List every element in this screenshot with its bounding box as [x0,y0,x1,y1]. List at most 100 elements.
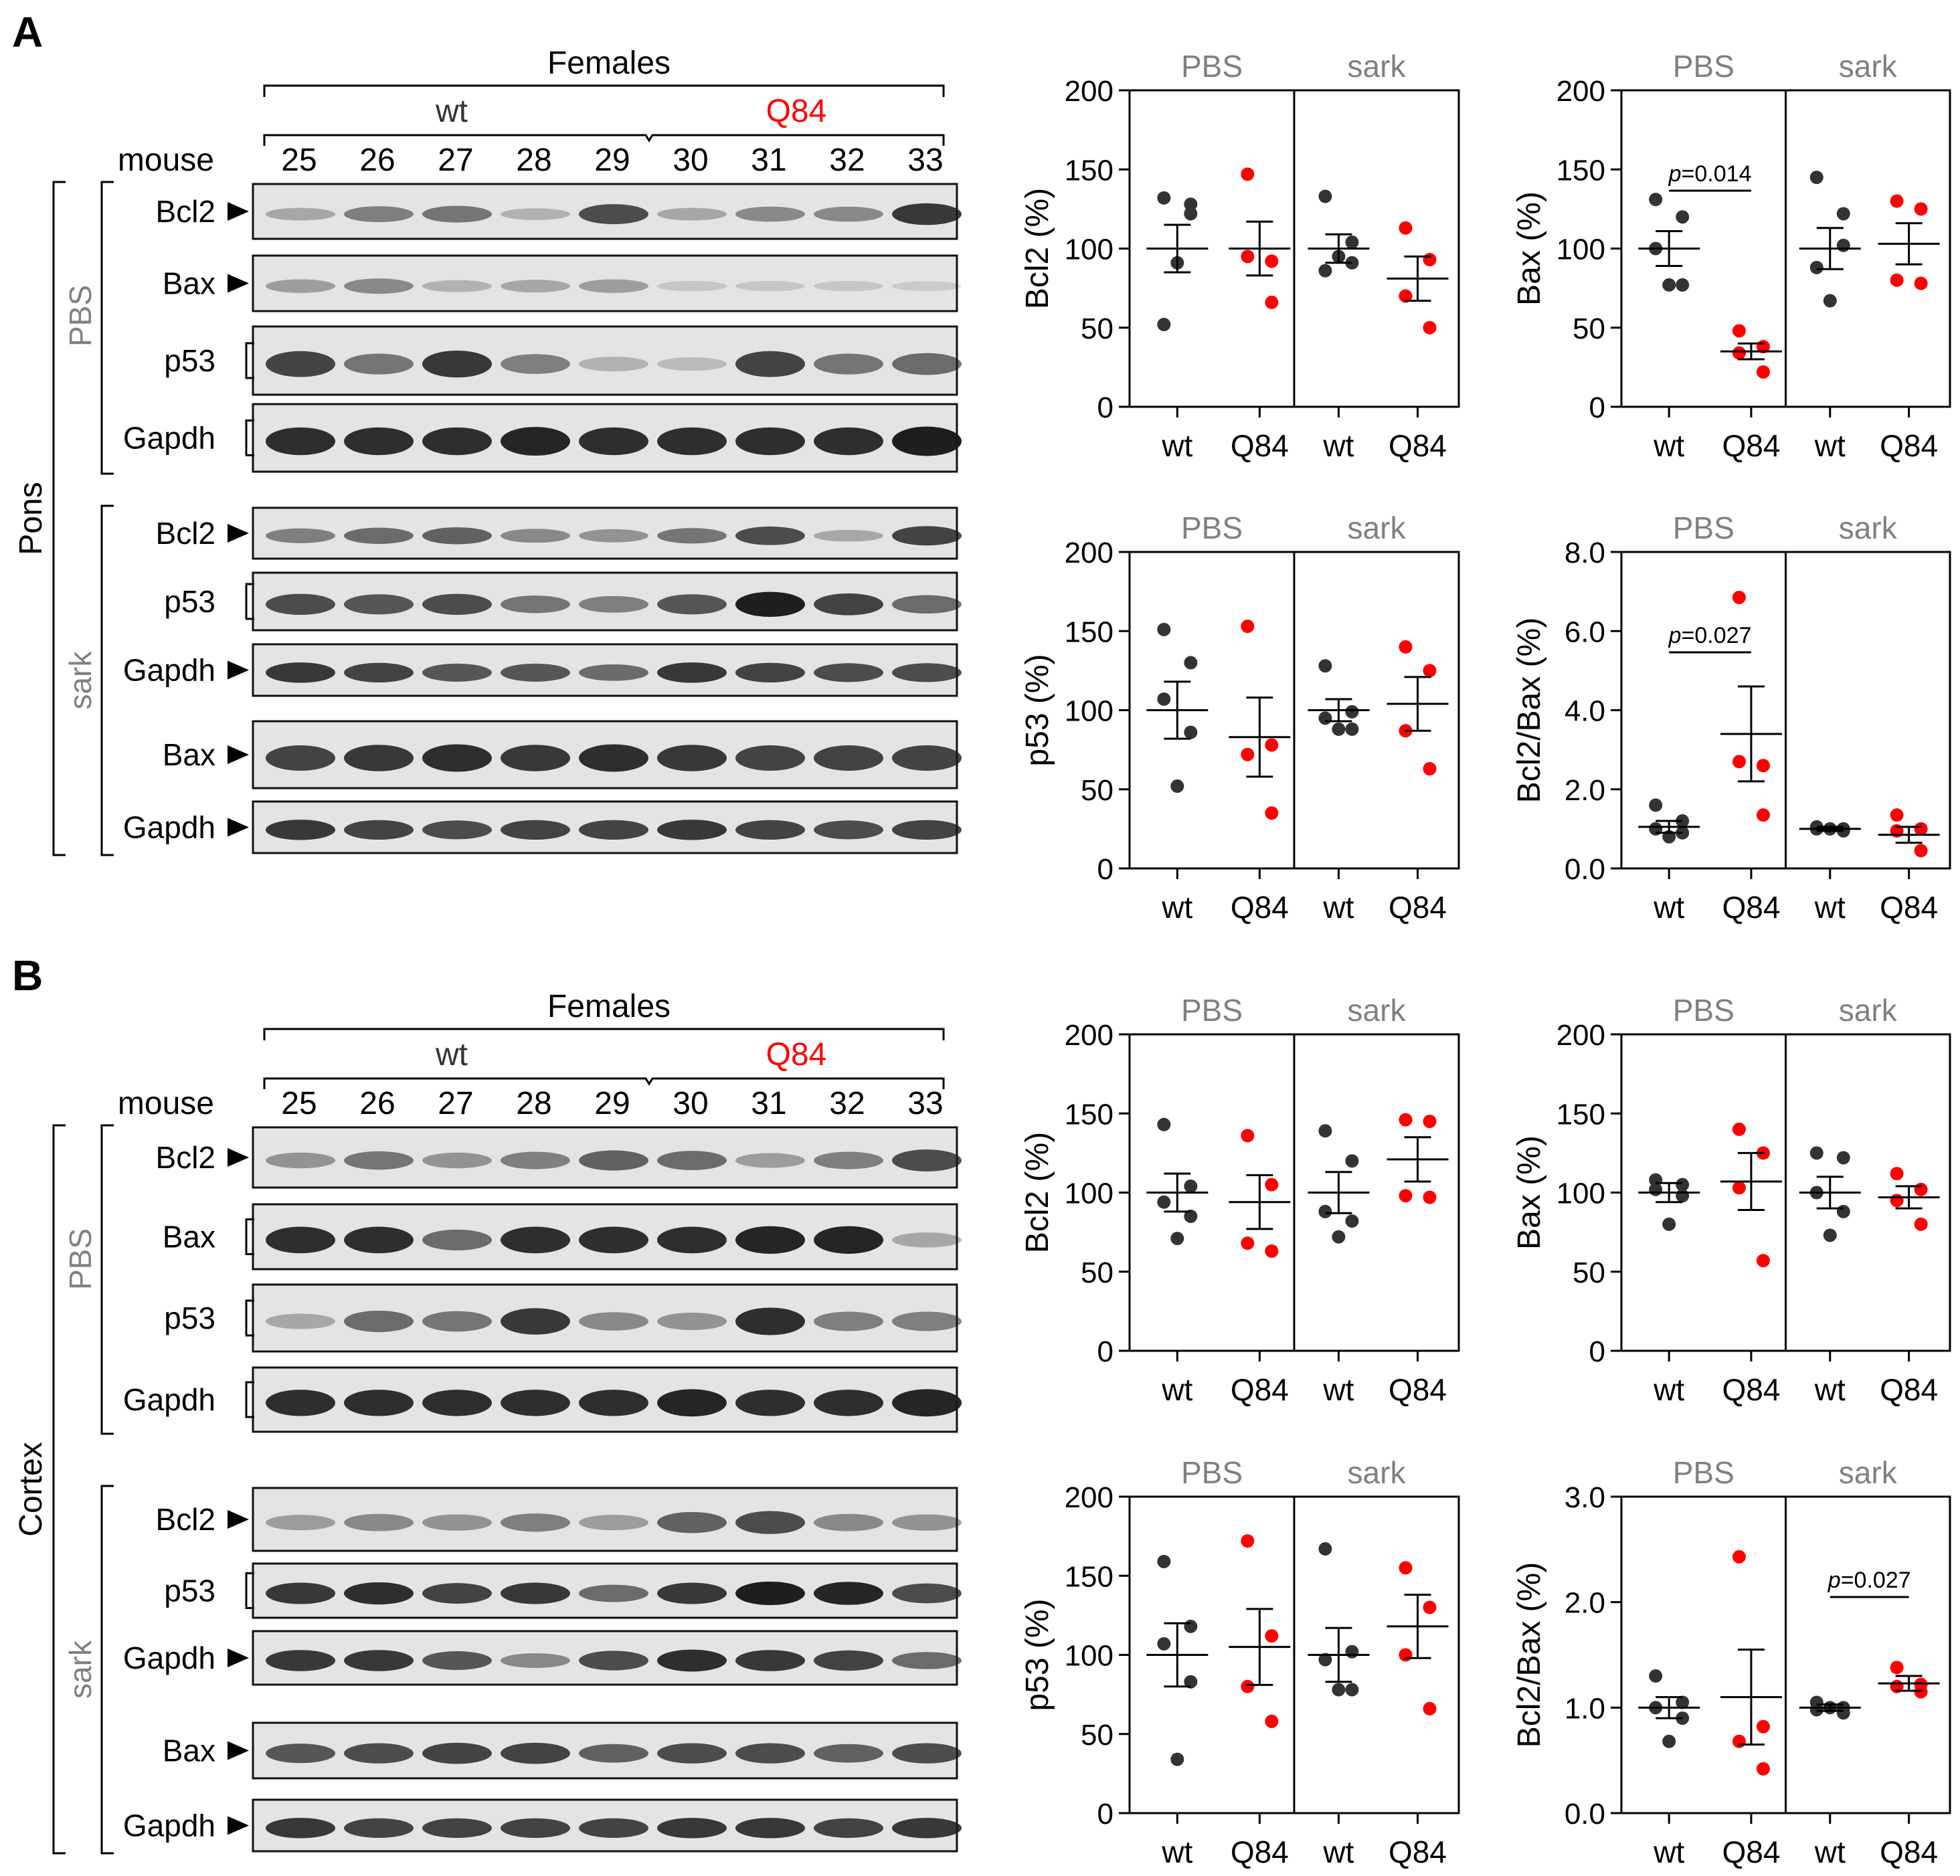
band-arrow-icon [228,818,249,837]
group-header: PBS [1673,1455,1734,1490]
blot-row-gapdh: Gapdh [123,1630,962,1686]
data-point [1241,1236,1255,1250]
data-point [1184,1619,1198,1633]
data-point [1756,365,1770,379]
group-header: PBS [1181,993,1243,1028]
protein-band [422,527,492,545]
protein-band [344,206,414,222]
y-axis-label: p53 (%) [1020,1598,1055,1711]
data-point [1649,193,1663,207]
protein-band [422,1651,492,1670]
protein-band [814,593,883,616]
data-point [1809,260,1823,274]
scatter-plot-a-bcl2: 0 50 100 150 200 Bcl2 (%) PBS sark wt Q84 wt Q84 [1020,49,1460,463]
x-tick-label: Q84 [1389,428,1447,463]
y-tick-label: 0 [1097,391,1113,424]
protein-band [422,593,492,615]
protein-band [892,353,962,375]
data-point [1399,289,1413,303]
x-tick-label: wt [1161,1372,1192,1407]
blot-row-gapdh: Gapdh [123,1366,962,1433]
y-tick-label: 0.0 [1565,853,1605,886]
protein-band [344,278,414,294]
protein-band [266,1390,335,1416]
p-value: =0.014 [1682,161,1752,187]
protein-band [892,1389,962,1417]
protein-band [814,1513,883,1531]
p-symbol: p [1668,623,1682,648]
mouse-number: 31 [751,1086,786,1121]
protein-band [266,1818,335,1839]
protein-band [501,1653,570,1668]
panel-letter: B [12,951,43,1000]
protein-band [735,1581,805,1606]
protein-band [344,1390,414,1416]
protein-band [735,1153,805,1168]
y-tick-label: 200 [1065,537,1113,569]
region-label: Cortex [13,1442,49,1536]
protein-band [657,1582,727,1604]
data-point [1399,221,1413,235]
y-tick-label: 6.0 [1565,616,1605,648]
protein-band [657,207,727,221]
x-tick-label: wt [1814,890,1846,925]
y-tick-label: 200 [1556,1019,1605,1052]
data-point [1265,1244,1279,1258]
y-tick-label: 50 [1573,1256,1605,1289]
protein-band [735,526,805,545]
protein-band [501,1742,570,1764]
data-point [1318,1124,1332,1138]
scatter-plot-a-bax: 0 50 100 150 200 Bax (%) PBS sark wt Q84 wt Q84 p=0.… [1512,49,1951,463]
y-tick-label: 200 [1065,1019,1113,1052]
blot-label: Bcl2 [156,194,215,229]
data-point [1676,1189,1690,1203]
band-bracket-icon [245,419,254,456]
group-header: PBS [1181,510,1243,545]
data-point [1399,640,1413,654]
protein-band [501,1308,570,1335]
protein-band [344,353,414,375]
data-point [1318,1204,1332,1218]
data-point [1241,250,1255,264]
mouse-number: 32 [829,1086,865,1121]
data-point [1809,1146,1823,1160]
data-point [1157,692,1171,706]
data-point [1157,1554,1171,1568]
condition-label: sark [63,651,98,710]
mouse-number: 28 [516,143,551,178]
blot-label: Gapdh [123,1640,215,1675]
data-point [1809,171,1823,185]
y-tick-label: 50 [1573,312,1605,345]
data-point [1265,738,1279,752]
data-point [1265,254,1279,268]
protein-band [579,1818,648,1838]
protein-band [501,1818,570,1838]
y-tick-label: 200 [1556,75,1605,108]
data-point [1836,1706,1850,1720]
y-tick-label: 1.0 [1565,1692,1605,1725]
data-point [1157,1636,1171,1651]
blot-membrane [252,1487,958,1552]
data-point [1890,808,1904,822]
protein-band [579,1515,648,1531]
blot-label: p53 [164,343,215,378]
x-tick-label: wt [1653,428,1684,463]
data-point [1265,806,1279,820]
data-point [1241,1534,1255,1548]
protein-band [657,662,727,683]
protein-band [579,1390,648,1416]
scatter-plot-b-p53: 0 50 100 150 200 p53 (%) PBS sark wt Q84 wt Q84 [1020,1455,1460,1869]
group-header: PBS [1181,49,1243,84]
y-tick-label: 8.0 [1565,537,1605,569]
blot-label: Bcl2 [156,1502,215,1537]
blot-label: Gapdh [123,1382,215,1417]
data-point [1836,1151,1850,1165]
band-arrow-icon [228,1741,249,1760]
protein-band [501,595,570,614]
protein-band [735,745,805,771]
data-point [1345,1645,1359,1659]
y-axis-label: Bax (%) [1512,191,1547,306]
protein-band [344,1818,414,1838]
protein-band [422,280,492,292]
region-label: Pons [13,482,49,555]
